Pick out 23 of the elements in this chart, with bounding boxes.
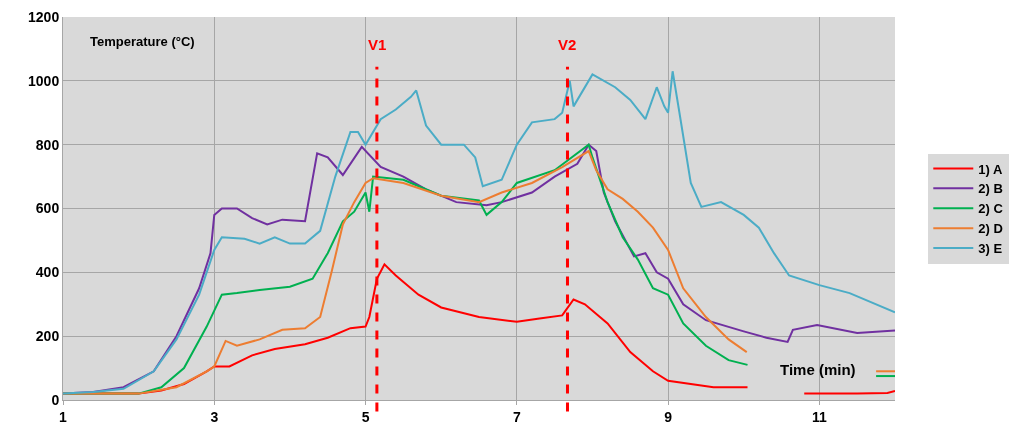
y-tick-label: 1200 (28, 8, 60, 25)
x-tick-label: 3 (210, 408, 219, 425)
legend-label: 2) D (978, 221, 1003, 237)
y-tick-label: 1000 (28, 72, 60, 89)
legend-label: 1) A (978, 161, 1003, 177)
legend-label: 2) B (978, 181, 1003, 197)
x-tick-label: 9 (664, 408, 673, 425)
y-tick-label: 400 (35, 264, 60, 281)
y-tick-label: 600 (35, 200, 60, 217)
x-tick-label: 11 (811, 408, 827, 425)
legend-label: 3) E (978, 241, 1003, 257)
y-axis-title: Temperature (°C) (90, 34, 195, 49)
x-tick-label: 1 (59, 408, 68, 425)
x-tick-label: 5 (361, 408, 370, 425)
x-axis-title: Time (min) (780, 361, 856, 378)
ref-line-label: V2 (558, 36, 577, 53)
y-tick-label: 0 (51, 391, 60, 408)
x-tick-label: 7 (512, 408, 521, 425)
legend-label: 2) C (978, 201, 1004, 217)
y-tick-label: 200 (35, 328, 60, 345)
line-series (63, 70, 895, 395)
ref-line-label: V1 (368, 36, 387, 53)
y-tick-label: 800 (35, 136, 60, 153)
